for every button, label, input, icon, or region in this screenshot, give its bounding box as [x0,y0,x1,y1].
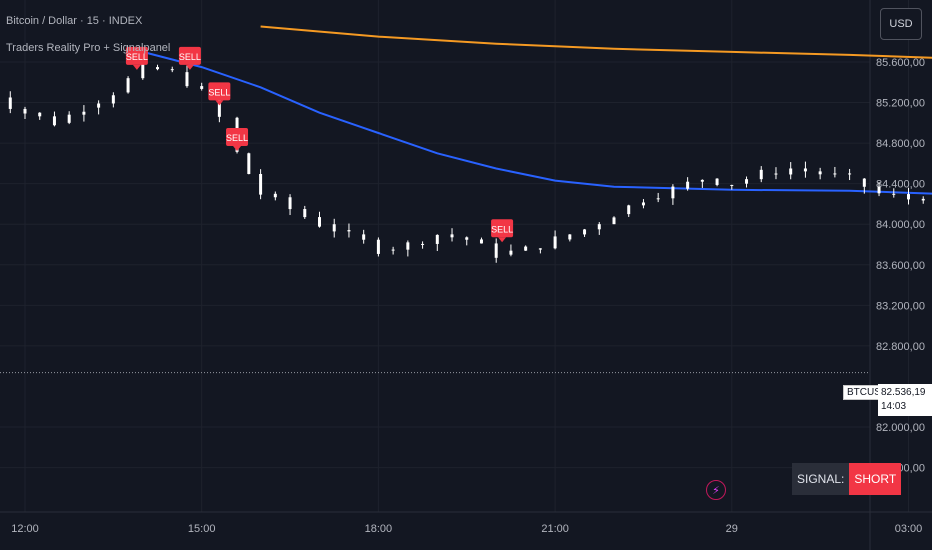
x-tick-label: 12:00 [11,523,39,535]
candle-body [435,234,439,244]
indicator-title: Traders Reality Pro + Signalpanel [6,42,171,54]
candle-body [597,224,601,230]
candle-body [627,205,631,215]
candle-body [23,108,27,114]
candle-body [376,239,380,254]
last-price-value: 82.536,19 [881,387,926,398]
candle-body [568,234,572,240]
candle-body [862,178,866,187]
candle-body [612,217,616,225]
candle-body [803,168,807,172]
x-tick-label: 03:00 [895,523,923,535]
candle-body [686,181,690,189]
last-price-tag: 82.536,19 14:03 [878,384,932,416]
x-tick-label: 18:00 [365,523,393,535]
signal-label: SIGNAL: [792,463,850,495]
candle-body [156,67,160,70]
y-tick-label: 82.000,00 [876,422,925,434]
candle-body [465,237,469,240]
candle-body [200,86,204,89]
candle-body [671,186,675,199]
candle-body [421,243,425,245]
slow-ma-line [260,25,932,59]
candle-body [8,97,12,109]
y-tick-label: 83.600,00 [876,260,925,272]
candle-body [730,184,734,186]
y-tick-label: 85.600,00 [876,57,925,69]
candle-body [141,62,145,79]
candle-body [818,171,822,175]
candle-body [907,194,910,200]
x-tick-label: 29 [726,523,738,535]
sell-signal-marker: SELL [208,82,230,106]
candle-body [789,168,793,175]
signal-value: SHORT [849,463,902,495]
candle-body [391,249,395,251]
y-tick-label: 84.000,00 [876,219,925,231]
y-tick-label: 82.800,00 [876,341,925,353]
y-tick-label: 84.400,00 [876,179,925,191]
candle-body [524,246,528,251]
svg-text:SELL: SELL [179,52,201,62]
candle-body [553,236,557,249]
candle-body [38,112,42,117]
candle-body [833,173,837,175]
currency-button[interactable]: USD [880,8,922,40]
sell-signal-marker: SELL [226,128,248,152]
candle-body [332,224,336,232]
candle-body [97,103,101,108]
candle-body [259,173,263,195]
candle-body [318,217,321,227]
candle-body [362,234,366,240]
candle-body [774,173,778,175]
candle-body [715,178,719,185]
candle-body [450,234,454,238]
candle-body [538,248,542,250]
candle-body [877,186,881,194]
candle-body [892,193,896,195]
y-tick-label: 83.200,00 [876,300,925,312]
bar-countdown: 14:03 [881,401,907,412]
candle-body [406,242,410,250]
svg-text:SELL: SELL [208,87,230,97]
candle-body [583,229,587,235]
candle-body [700,179,704,182]
candle-body [347,230,351,232]
y-tick-label: 85.200,00 [876,98,925,110]
svg-text:SELL: SELL [491,224,513,234]
candle-body [494,243,498,258]
candle-body [170,69,174,71]
svg-text:SELL: SELL [226,133,248,143]
y-tick-label: 84.800,00 [876,138,925,150]
candle-body [641,202,645,206]
lightning-bolt-icon[interactable]: ⚡ [706,480,726,500]
candle-body [52,116,56,126]
candle-body [247,153,251,174]
candle-body [921,198,925,201]
svg-text:SELL: SELL [126,52,148,62]
symbol-title: Bitcoin / Dollar · 15 · INDEX [6,15,143,27]
candle-body [273,193,277,198]
sell-signal-marker: SELL [491,219,513,243]
x-tick-label: 21:00 [541,523,569,535]
candle-body [288,197,292,210]
candle-body [126,78,130,93]
candle-body [111,95,115,104]
candle-body [67,114,71,123]
signal-panel: SIGNAL: SHORT [792,463,902,495]
candle-body [509,250,513,255]
sell-signal-marker: SELL [179,46,201,70]
candle-body [759,169,763,180]
x-tick-label: 15:00 [188,523,216,535]
candle-body [656,198,660,200]
candle-body [185,72,189,87]
candle-body [82,111,86,115]
sell-signal-marker: SELL [126,46,148,70]
candle-body [848,173,852,175]
candle-body [479,239,483,244]
candle-body [745,179,749,184]
candle-body [303,209,307,218]
